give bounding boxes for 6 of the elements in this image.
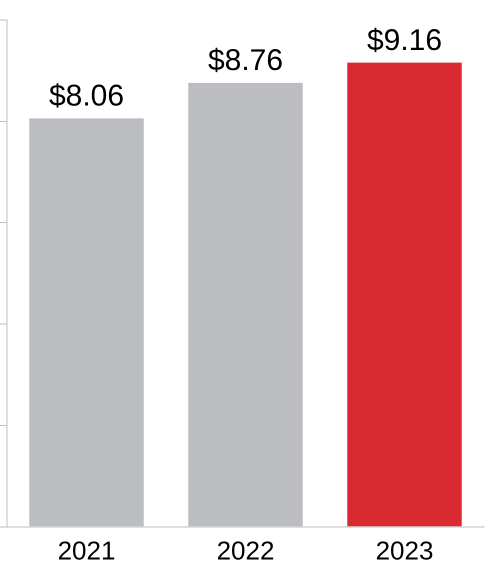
x-tick-label: 2023 xyxy=(376,536,434,566)
x-tick-label: 2022 xyxy=(216,536,274,566)
data-label: $8.06 xyxy=(48,80,124,113)
x-tick-label: 2021 xyxy=(58,536,116,566)
data-label: $8.76 xyxy=(208,44,284,78)
data-label: $9.16 xyxy=(366,24,442,57)
